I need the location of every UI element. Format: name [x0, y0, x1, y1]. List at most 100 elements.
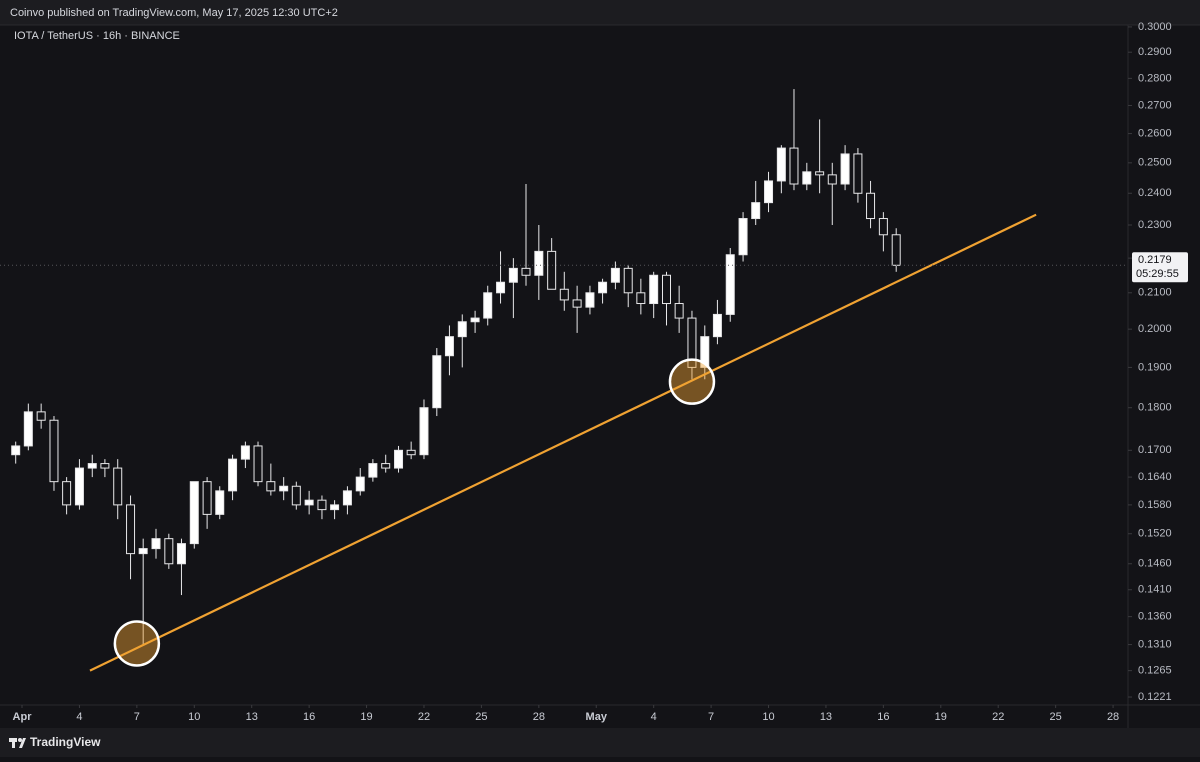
- candle-body: [891, 234, 901, 266]
- candle-body: [802, 171, 812, 185]
- x-tick-label: 10: [188, 711, 200, 723]
- candle-body: [291, 485, 301, 506]
- y-tick-label: 0.1900: [1138, 361, 1172, 373]
- footer-bar: [0, 728, 1200, 757]
- candle-body: [432, 355, 442, 409]
- y-tick-label: 0.1265: [1138, 665, 1172, 677]
- y-tick-label: 0.1520: [1138, 528, 1172, 540]
- trendline: [89, 213, 1037, 672]
- x-tick-label: 4: [76, 711, 82, 723]
- candle-body: [304, 499, 314, 506]
- x-tick-label: 4: [651, 711, 657, 723]
- y-tick-label: 0.2000: [1138, 323, 1172, 335]
- x-tick-label: 13: [246, 711, 258, 723]
- y-tick-label: 0.1410: [1138, 584, 1172, 596]
- candle-body: [23, 411, 33, 447]
- x-tick-label: 25: [475, 711, 487, 723]
- candle-body: [253, 445, 263, 483]
- header-bar: [0, 0, 1200, 25]
- candle-body: [649, 274, 659, 305]
- candle-body: [202, 481, 212, 515]
- brand-logo: [9, 738, 26, 748]
- candle-body: [457, 321, 467, 338]
- x-tick-label: 22: [992, 711, 1004, 723]
- candle-body: [228, 458, 238, 492]
- y-tick-label: 0.2600: [1138, 128, 1172, 140]
- candle-body: [470, 317, 480, 323]
- candle-body: [138, 548, 148, 555]
- candle-body: [610, 267, 620, 283]
- candle-body: [572, 299, 582, 308]
- candle-body: [700, 336, 710, 368]
- candle-body: [189, 481, 199, 545]
- y-tick-label: 0.2100: [1138, 287, 1172, 299]
- candle-body: [585, 292, 595, 308]
- candle-body: [496, 281, 506, 294]
- highlight-circle: [668, 358, 716, 405]
- candle-body: [764, 180, 774, 204]
- candle-body: [815, 171, 825, 176]
- candle-body: [215, 490, 225, 515]
- y-tick-label: 0.1580: [1138, 499, 1172, 511]
- candle-body: [776, 147, 786, 182]
- candle-body: [751, 202, 761, 220]
- candle-body: [49, 419, 59, 483]
- y-tick-label: 0.1800: [1138, 402, 1172, 414]
- x-tick-label: 25: [1050, 711, 1062, 723]
- x-tick-label: 16: [303, 711, 315, 723]
- y-tick-label: 0.3000: [1138, 21, 1172, 33]
- candle-body: [419, 407, 429, 456]
- candle-body: [87, 463, 97, 469]
- candle-body: [687, 317, 697, 368]
- candle-body: [738, 218, 748, 256]
- candle-body: [559, 288, 569, 301]
- candle-body: [674, 303, 684, 319]
- candle-body: [483, 292, 493, 319]
- candle-body: [444, 336, 454, 357]
- y-tick-label: 0.2300: [1138, 219, 1172, 231]
- candle-body: [36, 411, 46, 421]
- y-tick-label: 0.1700: [1138, 444, 1172, 456]
- candle-body: [662, 274, 672, 305]
- candle-body: [789, 147, 799, 185]
- candle-body: [151, 538, 161, 550]
- x-tick-label: 7: [708, 711, 714, 723]
- y-tick-label: 0.2400: [1138, 187, 1172, 199]
- candle-body: [623, 267, 633, 294]
- candle-body: [62, 481, 72, 506]
- candle-body: [330, 504, 340, 511]
- y-tick-label: 0.1360: [1138, 611, 1172, 623]
- candle-body: [878, 218, 888, 236]
- candle-body: [381, 463, 391, 469]
- y-tick-label: 0.2900: [1138, 46, 1172, 58]
- candle-body: [279, 485, 289, 492]
- candle-body: [394, 449, 404, 469]
- candle-body: [317, 499, 327, 511]
- candle-body: [725, 254, 735, 315]
- candle-body: [406, 449, 416, 456]
- candle-body: [521, 267, 531, 276]
- candle-body: [368, 463, 378, 478]
- y-tick-label: 0.1221: [1138, 691, 1172, 703]
- countdown-label: 05:29:55: [1136, 268, 1179, 280]
- y-tick-label: 0.2800: [1138, 72, 1172, 84]
- plot-area: [11, 89, 901, 645]
- x-tick-label: May: [586, 711, 608, 723]
- x-tick-label: 10: [762, 711, 774, 723]
- candle-body: [636, 292, 646, 305]
- highlight-circle: [113, 620, 161, 667]
- candle-body: [547, 250, 557, 290]
- candle-body: [853, 153, 863, 194]
- candle-body: [176, 543, 186, 565]
- candle-body: [840, 153, 850, 185]
- x-tick-label: 19: [360, 711, 372, 723]
- x-tick-label: 7: [134, 711, 140, 723]
- candle-body: [355, 476, 365, 492]
- last-price-label: 0.2179: [1138, 254, 1172, 266]
- candle-body: [240, 445, 250, 460]
- candle-body: [866, 192, 876, 220]
- x-tick-label: 16: [877, 711, 889, 723]
- candle-body: [11, 445, 21, 456]
